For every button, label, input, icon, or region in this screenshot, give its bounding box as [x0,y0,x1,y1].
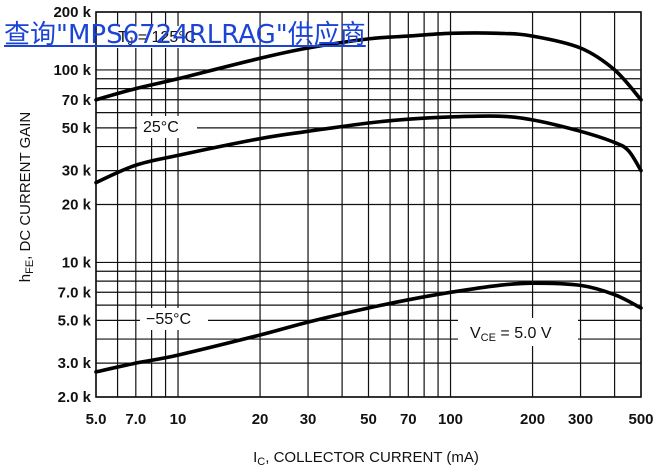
x-tick-label: 70 [400,411,417,428]
y-tick-label: 200 k [53,4,91,21]
curve-label-bg [137,116,197,138]
y-tick-label: 7.0 k [58,284,92,301]
curve-labels: TJ = 125°C 25°C −55°C [112,26,216,330]
x-tick-label: 50 [360,411,377,428]
curve-label-bg [140,308,208,330]
x-tick-label: 300 [568,411,593,428]
x-tick-label: 100 [438,411,463,428]
annotation-box [458,318,578,346]
y-tick-label: 50 k [62,120,92,137]
vce-annotation: VCE = 5.0 V [470,325,552,344]
x-tick-label: 20 [252,411,269,428]
x-tick-label: 5.0 [86,411,107,428]
plot-frame [95,11,642,398]
y-tick-label: 20 k [62,197,92,214]
y-tick-label: 10 k [62,254,92,271]
x-tick-label: 30 [300,411,317,428]
y-tick-label: 70 k [62,92,92,109]
tick-labels: 5.0 7.0 10 20 30 50 70 100 200 300 500 2.0 k 3.0 k 5.… [53,4,653,428]
curve-label-bg [112,26,216,48]
y-tick-label: 100 k [53,62,91,79]
series-line-0 [94,31,643,102]
x-tick-label: 7.0 [125,411,146,428]
y-tick-label: 3.0 k [58,355,92,372]
y-tick-label: 30 k [62,163,92,180]
x-tick-label: 10 [170,411,187,428]
series-lines [94,31,643,374]
curve-label-0: TJ = 125°C [118,29,196,48]
y-tick-label: 2.0 k [58,389,92,406]
series-line-1 [94,114,643,185]
curve-label-2: −55°C [146,311,191,328]
x-tick-label: 200 [520,411,545,428]
y-axis-label: hFE, DC CURRENT GAIN [17,112,36,282]
x-axis-label: IC, COLLECTOR CURRENT (mA) [253,449,479,468]
x-tick-label: 500 [628,411,653,428]
supplier-query-link[interactable]: 查询"MPS6724RLRAG"供应商 [4,20,366,50]
series-line-2 [94,281,643,374]
curve-label-1: 25°C [143,119,179,136]
y-tick-label: 5.0 k [58,312,92,329]
